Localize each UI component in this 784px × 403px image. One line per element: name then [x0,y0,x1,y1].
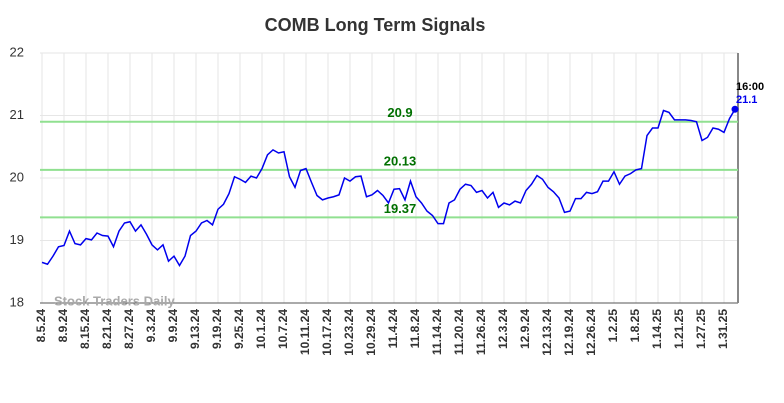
x-tick-label: 1.27.25 [694,309,708,349]
x-tick-label: 12.3.24 [496,309,510,349]
x-tick-label: 10.29.24 [364,309,378,356]
watermark: Stock Traders Daily [54,293,175,308]
x-tick-label: 8.15.24 [78,309,92,349]
y-tick-label: 21 [10,107,24,122]
x-tick-label: 9.9.24 [166,309,180,343]
x-tick-label: 11.20.24 [452,309,466,355]
signal-label: 19.37 [384,201,417,216]
x-tick-label: 12.13.24 [540,309,554,356]
signal-label: 20.13 [384,153,417,168]
y-tick-label: 22 [10,44,24,59]
signal-label: 20.9 [387,105,412,120]
x-tick-label: 8.27.24 [122,309,136,349]
y-tick-label: 18 [10,294,24,309]
y-tick-label: 19 [10,232,24,247]
x-tick-label: 10.11.24 [298,309,312,355]
x-tick-label: 8.5.24 [34,309,48,343]
last-value: 21.1 [736,94,757,106]
x-tick-label: 11.8.24 [408,309,422,349]
x-tick-label: 12.26.24 [584,309,598,356]
x-tick-label: 9.25.24 [232,309,246,349]
x-tick-label: 10.17.24 [320,309,334,356]
x-tick-label: 9.19.24 [210,309,224,349]
x-tick-label: 10.7.24 [276,309,290,349]
x-tick-label: 9.13.24 [188,309,202,349]
last-point [731,105,739,113]
x-tick-label: 9.3.24 [144,309,158,343]
x-tick-label: 1.31.25 [716,309,730,349]
x-tick-label: 1.21.25 [672,309,686,349]
x-tick-label: 11.4.24 [386,309,400,349]
chart-title: COMB Long Term Signals [265,15,486,35]
x-tick-label: 10.23.24 [342,309,356,356]
x-tick-label: 8.21.24 [100,309,114,349]
x-tick-label: 11.26.24 [474,309,488,355]
price-line [41,108,736,267]
x-tick-label: 12.19.24 [562,309,576,356]
last-time: 16:00 [736,81,764,93]
y-tick-label: 20 [10,169,24,184]
x-tick-label: 1.14.25 [650,309,664,349]
x-tick-label: 11.14.24 [430,309,444,355]
x-tick-label: 1.2.25 [606,309,620,343]
x-tick-label: 1.8.25 [628,309,642,343]
x-tick-label: 8.9.24 [56,309,70,343]
x-tick-label: 12.9.24 [518,309,532,349]
x-tick-label: 10.1.24 [254,309,268,349]
